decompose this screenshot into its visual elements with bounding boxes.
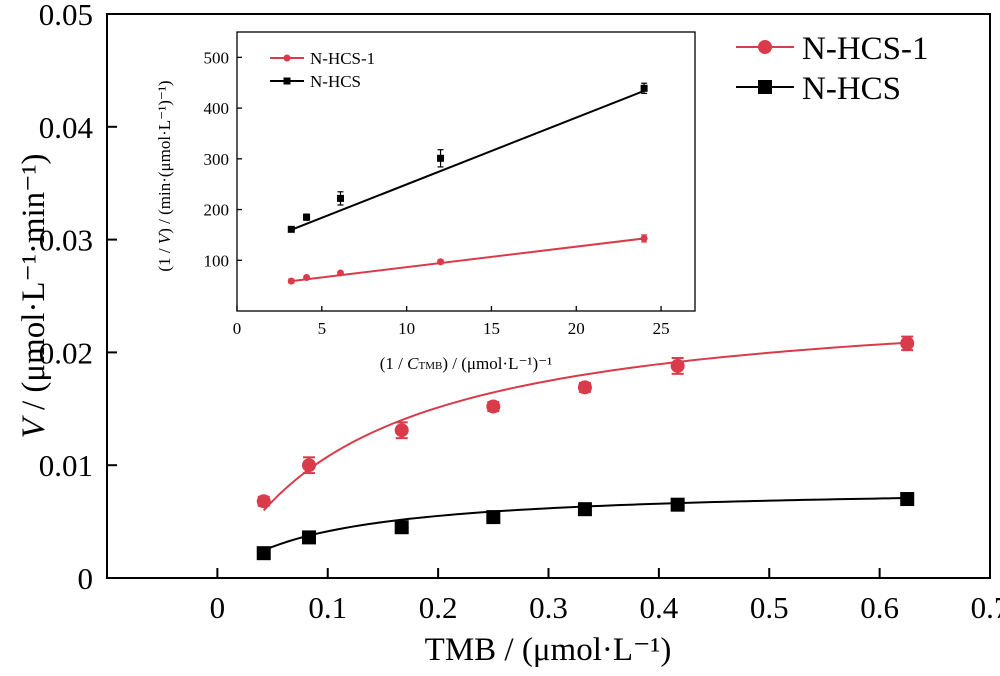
inset-y-axis-title-unit: ) / (min·(μmol·L⁻¹)⁻¹) [155,80,174,233]
inset-legend: N-HCS-1 N-HCS [270,49,375,91]
main-series-0 [256,335,915,512]
inset-x-axis-title-symbol: C [407,354,419,373]
inset-y-axis-title: (1 / V) / (min·(μmol·L⁻¹)⁻¹) [155,80,174,271]
inset-legend-label: N-HCS-1 [310,49,375,68]
inset-x-axis-title: (1 / CTMB) / (μmol·L⁻¹)⁻¹ [380,354,553,373]
main-legend-label: N-HCS [802,71,901,107]
inset-y-tick-label: 500 [204,48,230,67]
main-data-point [900,336,915,351]
main-y-axis-title: V / (μmol·L⁻¹·min⁻¹) [16,154,52,439]
main-x-axis-title: TMB / (μmol·L⁻¹) [425,632,672,668]
inset-x-tick-label: 5 [318,319,327,338]
main-data-point [394,423,409,438]
main-data-point [486,510,501,525]
inset-y-tick-label: 200 [204,201,230,220]
inset-y-tick-label: 100 [204,251,230,270]
main-y-tick-label: 0.01 [39,448,93,483]
inset-background [237,32,695,311]
main-series-1 [256,492,915,561]
main-x-tick-label: 0.2 [419,590,458,625]
main-legend-marker [758,40,772,54]
inset-data-point [640,84,648,92]
main-data-point [256,494,271,509]
main-y-axis-title-unit: / (μmol·L⁻¹·min⁻¹) [16,154,52,419]
main-fit-line [262,341,908,512]
main-y-tick-label: 0 [78,561,94,596]
main-data-point [670,497,685,512]
inset-data-point [640,234,648,242]
main-legend: N-HCS-1 N-HCS [736,31,929,107]
main-x-tick-label: 0.7 [971,590,1000,625]
inset-x-axis-title-subscript: TMB [418,360,442,372]
inset-y-tick-label: 400 [204,99,230,118]
inset-x-tick-label: 15 [483,319,500,338]
main-x-tick-label: 0.3 [529,590,568,625]
main-x-tick-label: 0 [210,590,226,625]
main-x-tick-label: 0.5 [750,590,789,625]
inset-y-axis-title-symbol: V [155,231,174,244]
main-x-tick-label: 0.6 [860,590,899,625]
main-data-point [900,492,915,507]
inset-data-point [287,277,295,285]
main-y-tick-label: 0.02 [39,335,93,370]
main-data-point [301,458,316,473]
inset-x-tick-label: 10 [398,319,415,338]
main-y-tick-label: 0.03 [39,223,93,258]
main-y-tick-label: 0.05 [39,0,93,32]
main-plot-frame [106,13,991,579]
main-x-tick-label: 0.1 [308,590,347,625]
inset-fit-line [290,89,645,231]
inset-series-1 [287,82,648,233]
main-data-point [301,530,316,545]
inset-legend-marker [283,77,291,85]
main-data-point [256,546,271,561]
main-x-tick-label: 0.4 [640,590,679,625]
inset-x-axis-title-unit: ) / (μmol·L⁻¹)⁻¹ [442,354,552,373]
main-data-point [394,520,409,535]
inset-x-axis-title-prefix: (1 / [380,354,407,373]
main-data-point [670,358,685,373]
inset-chart: 0 5 10 15 20 25 100 200 300 400 500 N-HCS-1 N-HCS (1 … [155,31,696,373]
main-legend-marker [758,80,772,94]
inset-legend-marker [283,54,291,62]
main-y-tick-label: 0.04 [39,110,94,145]
main-data-point [577,502,592,517]
inset-fit-line [291,237,645,283]
inset-data-point [336,269,344,277]
main-data-point [486,399,501,414]
main-chart: 0 0.1 0.2 0.3 0.4 0.5 0.6 0.7 0 0.01 0.02 0.03 0.04 0… [16,0,1000,668]
inset-data-point [287,225,295,233]
inset-data-point [336,194,344,202]
inset-data-point [303,213,311,221]
inset-series-0 [287,234,648,285]
inset-x-tick-label: 25 [653,319,670,338]
inset-x-tick-label: 0 [233,319,242,338]
inset-y-axis-title-prefix: (1 / [155,244,174,271]
inset-legend-label: N-HCS [310,72,361,91]
inset-x-tick-label: 20 [568,319,585,338]
main-data-point [577,380,592,395]
inset-data-point [437,258,445,266]
main-legend-label: N-HCS-1 [802,31,929,67]
inset-data-point [303,274,311,282]
inset-y-tick-label: 300 [204,150,230,169]
inset-data-point [437,154,445,162]
main-y-axis-title-symbol: V [16,414,52,438]
inset-plot-frame [236,31,696,312]
